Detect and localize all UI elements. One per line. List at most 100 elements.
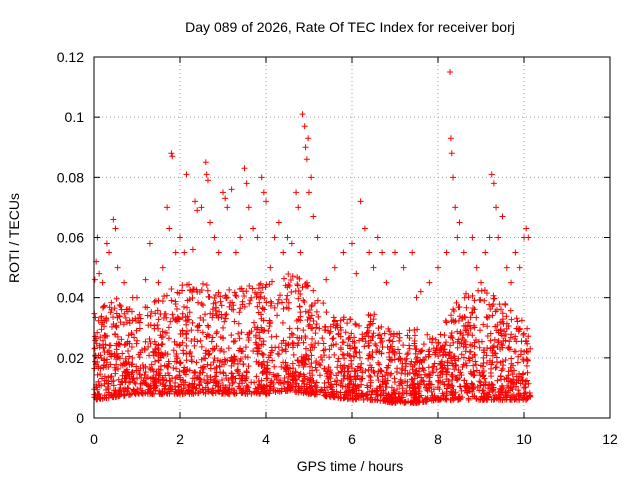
data-point [250, 225, 257, 232]
data-point [157, 332, 164, 339]
data-point [523, 394, 530, 401]
data-point [218, 346, 225, 353]
data-point [189, 288, 196, 295]
data-point [490, 342, 497, 349]
data-point [163, 292, 170, 299]
data-point [245, 363, 252, 370]
data-point [481, 297, 488, 304]
data-point [498, 306, 505, 313]
data-point [418, 374, 425, 381]
data-point [454, 328, 461, 335]
data-point [266, 369, 273, 376]
data-point [144, 388, 151, 395]
data-point [274, 300, 281, 307]
data-point [200, 355, 207, 362]
data-point [412, 399, 419, 406]
data-point [192, 198, 199, 205]
data-point [191, 342, 198, 349]
data-point [381, 330, 388, 337]
data-point [234, 366, 241, 373]
data-point [353, 321, 360, 328]
data-point [466, 355, 473, 362]
data-point [241, 292, 248, 299]
data-point [452, 204, 459, 211]
data-point [499, 344, 506, 351]
data-point [185, 388, 192, 395]
data-point [254, 345, 261, 352]
data-point [431, 360, 438, 367]
data-point [96, 382, 103, 389]
data-point [524, 369, 531, 376]
data-point [99, 319, 106, 326]
data-point [493, 204, 500, 211]
data-point [437, 369, 444, 376]
data-point [413, 294, 420, 301]
data-point [367, 379, 374, 386]
data-point [213, 312, 220, 319]
data-point [402, 378, 409, 385]
data-point [348, 330, 355, 337]
data-point [110, 314, 117, 321]
data-point [320, 347, 327, 354]
data-point [477, 396, 484, 403]
data-point [465, 319, 472, 326]
data-point [179, 327, 186, 334]
data-point [379, 343, 386, 350]
data-point [98, 313, 105, 320]
data-point [152, 297, 159, 304]
data-point [171, 338, 178, 345]
data-point [330, 335, 337, 342]
data-point [168, 297, 175, 304]
data-point [232, 375, 239, 382]
data-point [303, 279, 310, 286]
data-point [159, 298, 166, 305]
data-point [202, 311, 209, 318]
data-point [146, 365, 153, 372]
data-point [151, 322, 158, 329]
data-point [165, 358, 172, 365]
data-point [351, 383, 358, 390]
data-point [105, 363, 112, 370]
data-point [203, 171, 210, 178]
data-point [449, 360, 456, 367]
data-point [301, 380, 308, 387]
data-point [189, 390, 196, 397]
data-point [256, 329, 263, 336]
data-point [292, 368, 299, 375]
data-point [312, 330, 319, 337]
data-point [97, 395, 104, 402]
data-point [368, 367, 375, 374]
data-point [181, 364, 188, 371]
data-point [239, 298, 246, 305]
data-point [259, 361, 266, 368]
data-point [216, 363, 223, 370]
data-point [340, 249, 347, 256]
data-point [250, 319, 257, 326]
data-point [284, 292, 291, 299]
data-point [297, 290, 304, 297]
data-point [364, 382, 371, 389]
data-point [327, 367, 334, 374]
data-point [138, 389, 145, 396]
data-point [173, 365, 180, 372]
data-point [352, 320, 359, 327]
data-point [430, 397, 437, 404]
data-point [456, 219, 463, 226]
data-point [135, 367, 142, 374]
data-point [265, 354, 272, 361]
y-axis-label: ROTI / TECUs [6, 193, 22, 283]
data-point [522, 378, 529, 385]
x-tick-label: 8 [434, 431, 442, 447]
data-point [278, 385, 285, 392]
data-point [513, 393, 520, 400]
data-point [99, 279, 106, 286]
data-point [127, 378, 134, 385]
y-tick-label: 0.06 [57, 230, 84, 246]
data-point [387, 331, 394, 338]
data-point [463, 327, 470, 334]
data-point [124, 340, 131, 347]
data-point [253, 334, 260, 341]
data-point [234, 360, 241, 367]
data-point [310, 377, 317, 384]
data-point [183, 357, 190, 364]
